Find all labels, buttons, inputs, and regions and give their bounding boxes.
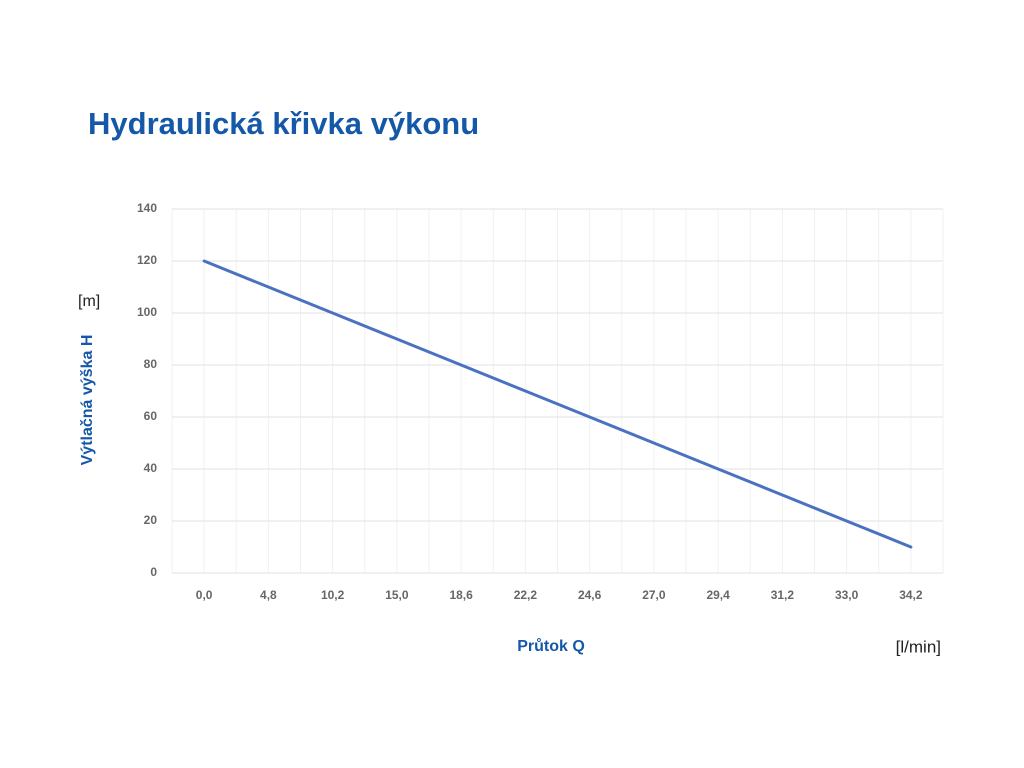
x-tick-label: 10,2 (321, 588, 345, 602)
x-tick-label: 24,6 (578, 588, 602, 602)
x-tick-label: 0,0 (196, 588, 213, 602)
x-tick-label: 29,4 (706, 588, 730, 602)
x-tick-label: 4,8 (260, 588, 277, 602)
x-tick-label: 34,2 (899, 588, 923, 602)
x-unit: [l/min] (896, 637, 941, 656)
y-tick-label: 120 (137, 253, 157, 267)
x-tick-label: 31,2 (771, 588, 795, 602)
y-tick-label: 60 (144, 409, 158, 423)
x-tick-label: 18,6 (449, 588, 473, 602)
y-tick-label: 140 (137, 201, 157, 215)
y-tick-label: 100 (137, 305, 157, 319)
line-series (202, 259, 913, 549)
x-tick-label: 33,0 (835, 588, 859, 602)
y-tick-label: 0 (150, 565, 157, 579)
chart-title: Hydraulická křivka výkonu (88, 106, 479, 141)
x-tick-label: 15,0 (385, 588, 409, 602)
x-tick-label: 22,2 (514, 588, 538, 602)
y-tick-label: 20 (144, 513, 158, 527)
x-tick-label: 27,0 (642, 588, 666, 602)
y-unit: [m] (78, 293, 100, 310)
x-axis-label: Průtok Q (517, 638, 585, 655)
y-tick-label: 40 (144, 461, 158, 475)
y-axis-label: Výtlačná výška H (79, 335, 96, 466)
y-tick-label: 80 (144, 357, 158, 371)
